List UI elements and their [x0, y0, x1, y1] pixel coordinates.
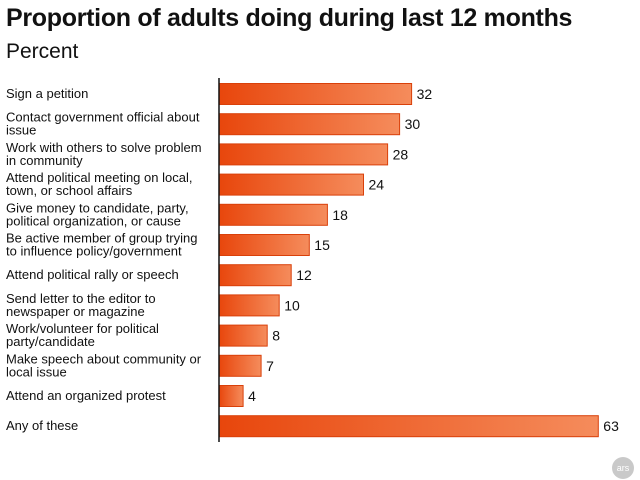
- category-label-line: Attend an organized protest: [6, 388, 166, 403]
- bar-0: [218, 83, 413, 105]
- category-label-4: Give money to candidate, party, political…: [6, 200, 189, 228]
- category-label-line: town, or school affairs: [6, 183, 133, 198]
- ars-logo-badge: ars: [612, 457, 634, 479]
- category-label-line: Contact government official about: [6, 110, 200, 125]
- value-label-7: 10: [284, 297, 300, 313]
- category-label-9: Make speech about community or local issu…: [6, 351, 202, 379]
- chart-subtitle: Percent: [6, 40, 79, 63]
- category-label-line: newspaper or magazine: [6, 304, 145, 319]
- category-label-line: Sign a petition: [6, 86, 88, 101]
- value-label-4: 18: [332, 207, 348, 223]
- category-label-10: Attend an organized protest: [6, 388, 166, 403]
- value-label-9: 7: [266, 358, 274, 374]
- category-label-5: Be active member of group trying to influ…: [6, 231, 197, 259]
- category-label-line: local issue: [6, 364, 67, 379]
- value-label-6: 12: [296, 267, 312, 283]
- category-label-line: Give money to candidate, party,: [6, 200, 189, 215]
- value-label-2: 28: [393, 146, 409, 162]
- category-label-line: Work/volunteer for political: [6, 321, 159, 336]
- category-label-line: party/candidate: [6, 334, 95, 349]
- category-label-11: Any of these: [6, 418, 78, 433]
- category-label-line: Work with others to solve problem: [6, 140, 202, 155]
- category-label-line: to influence policy/government: [6, 244, 182, 259]
- category-label-line: Be active member of group trying: [6, 231, 197, 246]
- value-label-11: 63: [603, 418, 619, 434]
- bar-9: [218, 354, 262, 377]
- category-label-8: Work/volunteer for political party/candid…: [6, 321, 159, 349]
- value-label-5: 15: [314, 237, 330, 253]
- category-label-line: in community: [6, 153, 83, 168]
- category-label-line: issue: [6, 123, 36, 138]
- category-label-line: Send letter to the editor to: [6, 291, 156, 306]
- category-label-6: Attend political rally or speech: [6, 267, 179, 282]
- value-label-3: 24: [369, 177, 385, 193]
- category-label-1: Contact government official about issue: [6, 110, 200, 138]
- bar-4: [218, 203, 328, 226]
- value-label-8: 8: [272, 328, 280, 344]
- category-label-line: political organization, or cause: [6, 213, 181, 228]
- bar-10: [218, 385, 244, 407]
- value-label-0: 32: [417, 86, 433, 102]
- bar-8: [218, 324, 268, 347]
- bar-7: [218, 294, 280, 317]
- category-label-2: Work with others to solve problem in comm…: [6, 140, 202, 168]
- bar-1: [218, 113, 401, 136]
- bar-11: [218, 415, 599, 438]
- bar-5: [218, 234, 310, 256]
- category-label-line: Attend political meeting on local,: [6, 170, 192, 185]
- bar-2: [218, 143, 389, 166]
- category-label-line: Attend political rally or speech: [6, 267, 179, 282]
- value-label-1: 30: [405, 116, 421, 132]
- category-label-0: Sign a petition: [6, 86, 88, 101]
- category-label-7: Send letter to the editor to newspaper or…: [6, 291, 156, 319]
- bar-6: [218, 264, 292, 287]
- category-label-line: Any of these: [6, 418, 78, 433]
- bar-3: [218, 173, 364, 196]
- value-label-10: 4: [248, 388, 256, 404]
- category-label-line: Make speech about community or: [6, 351, 202, 366]
- chart-title: Proportion of adults doing during last 1…: [6, 4, 573, 32]
- category-label-3: Attend political meeting on local, town, …: [6, 170, 192, 198]
